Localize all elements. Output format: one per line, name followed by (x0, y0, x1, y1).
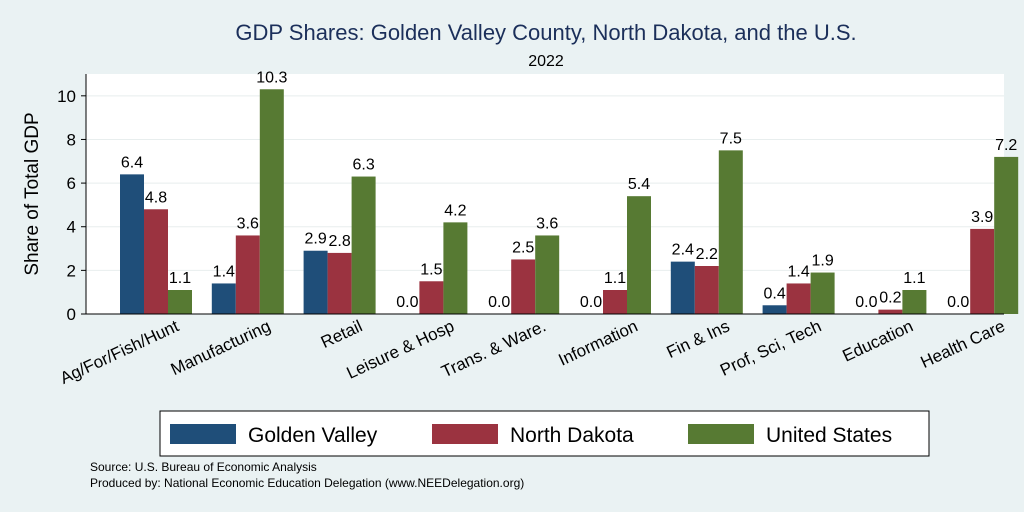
chart-title: GDP Shares: Golden Valley County, North … (235, 20, 856, 45)
legend-box (159, 410, 930, 457)
bar-united-states-health-care (994, 156, 1019, 314)
bar-golden-valley-fin-ins (670, 261, 695, 314)
data-label-golden-valley-leisure-hosp: 0.0 (396, 294, 418, 311)
legend-swatch-north-dakota (432, 424, 498, 444)
data-label-north-dakota-retail: 2.8 (328, 233, 350, 250)
bar-united-states-retail (351, 176, 376, 314)
y-tick-label-0: 0 (67, 305, 76, 324)
data-label-golden-valley-manufacturing: 1.4 (213, 263, 235, 280)
bar-north-dakota-education (878, 309, 903, 314)
bar-golden-valley-retail (303, 250, 328, 314)
bar-united-states-information (627, 196, 651, 314)
bar-golden-valley-prof-sci-tech (762, 305, 787, 314)
bars (120, 89, 1019, 314)
data-labels: 6.44.81.1 1.43.610.32.9 2.86.30.01.54.20.0… (121, 69, 1018, 311)
data-label-north-dakota-leisure-hosp: 1.5 (420, 261, 442, 278)
bar-north-dakota-fin-ins (694, 266, 719, 314)
y-tick-label-2: 2 (67, 261, 76, 280)
y-axis-label: Share of Total GDP (22, 112, 43, 275)
category-label-retail: Retail (318, 316, 365, 352)
bar-north-dakota-ag-for-fish-hunt (144, 209, 168, 314)
bar-north-dakota-retail (327, 252, 352, 314)
bar-united-states-leisure-hosp (443, 222, 468, 314)
bar-north-dakota-manufacturing (235, 235, 260, 314)
y-tick-label-6: 6 (67, 174, 76, 193)
data-label-united-states-fin-ins: 7.5 (720, 130, 742, 147)
bar-north-dakota-trans-ware (511, 259, 536, 314)
chart-subtitle: 2022 (528, 53, 564, 70)
data-label-north-dakota-trans-ware: 2.5 (512, 239, 534, 256)
bar-united-states-trans-ware (535, 235, 560, 314)
legend-swatch-united-states (688, 424, 754, 444)
data-label-golden-valley-education: 0.0 (855, 294, 877, 311)
y-ticks: 0 2 4 6 8 10 (57, 87, 86, 324)
data-label-united-states-retail: 6.3 (352, 157, 374, 174)
bar-north-dakota-health-care (970, 228, 995, 314)
category-label-information: Information (556, 316, 641, 369)
category-label-ag-for-fish-hunt: Ag/For/Fish/Hunt (57, 316, 182, 388)
bar-north-dakota-leisure-hosp (419, 281, 444, 314)
bar-golden-valley-ag-for-fish-hunt (120, 174, 144, 314)
y-tick-label-4: 4 (67, 218, 76, 237)
data-label-north-dakota-education: 0.2 (879, 290, 901, 307)
data-label-united-states-education: 1.1 (903, 270, 925, 287)
legend-label-golden-valley: Golden Valley (248, 424, 378, 447)
data-label-united-states-health-care: 7.2 (995, 137, 1017, 154)
category-label-health-care: Health Care (918, 316, 1008, 372)
data-label-north-dakota-information: 1.1 (604, 270, 626, 287)
data-label-united-states-prof-sci-tech: 1.9 (811, 253, 833, 270)
data-label-north-dakota-health-care: 3.9 (971, 209, 993, 226)
y-tick-label-8: 8 (67, 130, 76, 149)
y-tick-label-10: 10 (57, 87, 76, 106)
data-label-north-dakota-fin-ins: 2.2 (696, 246, 718, 263)
data-label-golden-valley-prof-sci-tech: 0.4 (763, 285, 785, 302)
data-label-golden-valley-trans-ware: 0.0 (488, 294, 510, 311)
data-label-golden-valley-retail: 2.9 (304, 231, 326, 248)
legend-label-north-dakota: North Dakota (510, 424, 634, 447)
data-label-united-states-information: 5.4 (628, 176, 650, 193)
category-label-trans-ware: Trans. & Ware. (438, 316, 548, 381)
data-label-golden-valley-fin-ins: 2.4 (672, 242, 694, 259)
category-label-education: Education (840, 316, 917, 365)
bar-united-states-manufacturing (259, 89, 284, 314)
data-label-golden-valley-health-care: 0.0 (947, 294, 969, 311)
bar-golden-valley-manufacturing (211, 283, 236, 314)
data-label-united-states-trans-ware: 3.6 (536, 215, 558, 232)
legend: Golden Valley North Dakota United States (159, 410, 930, 457)
data-label-north-dakota-prof-sci-tech: 1.4 (787, 263, 809, 280)
bar-north-dakota-information (603, 290, 627, 314)
category-label-manufacturing: Manufacturing (168, 316, 274, 379)
data-label-north-dakota-manufacturing: 3.6 (237, 215, 259, 232)
category-label-prof-sci-tech: Prof, Sci, Tech (717, 316, 824, 379)
bar-united-states-prof-sci-tech (810, 272, 835, 314)
category-label-fin-ins: Fin & Ins (664, 316, 733, 362)
bar-united-states-education (902, 290, 927, 314)
data-label-golden-valley-ag-for-fish-hunt: 6.4 (121, 154, 143, 171)
source-note: Source: U.S. Bureau of Economic Analysis (90, 460, 317, 474)
data-label-united-states-ag-for-fish-hunt: 1.1 (169, 270, 191, 287)
bar-north-dakota-prof-sci-tech (786, 283, 811, 314)
data-label-united-states-manufacturing: 10.3 (256, 69, 287, 86)
produced-by-note: Produced by: National Economic Education… (90, 476, 524, 490)
data-label-united-states-leisure-hosp: 4.2 (444, 202, 466, 219)
bar-united-states-ag-for-fish-hunt (168, 290, 192, 314)
bar-united-states-fin-ins (718, 150, 743, 314)
data-label-north-dakota-ag-for-fish-hunt: 4.8 (145, 189, 167, 206)
legend-label-united-states: United States (766, 424, 892, 447)
data-label-golden-valley-information: 0.0 (580, 294, 602, 311)
legend-swatch-golden-valley (170, 424, 236, 444)
